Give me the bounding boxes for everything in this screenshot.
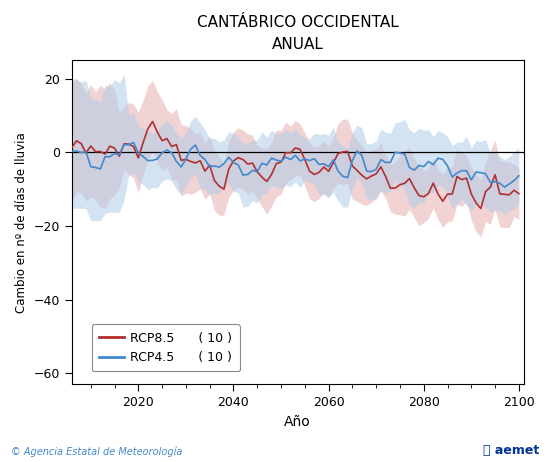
X-axis label: Año: Año <box>284 414 311 429</box>
Text: ⓐ aemet: ⓐ aemet <box>483 444 539 457</box>
Text: © Agencia Estatal de Meteorología: © Agencia Estatal de Meteorología <box>11 447 183 457</box>
Y-axis label: Cambio en nº de días de lluvia: Cambio en nº de días de lluvia <box>15 132 28 313</box>
Title: CANTÁBRICO OCCIDENTAL
ANUAL: CANTÁBRICO OCCIDENTAL ANUAL <box>197 15 399 52</box>
Legend: RCP8.5      ( 10 ), RCP4.5      ( 10 ): RCP8.5 ( 10 ), RCP4.5 ( 10 ) <box>91 324 240 371</box>
